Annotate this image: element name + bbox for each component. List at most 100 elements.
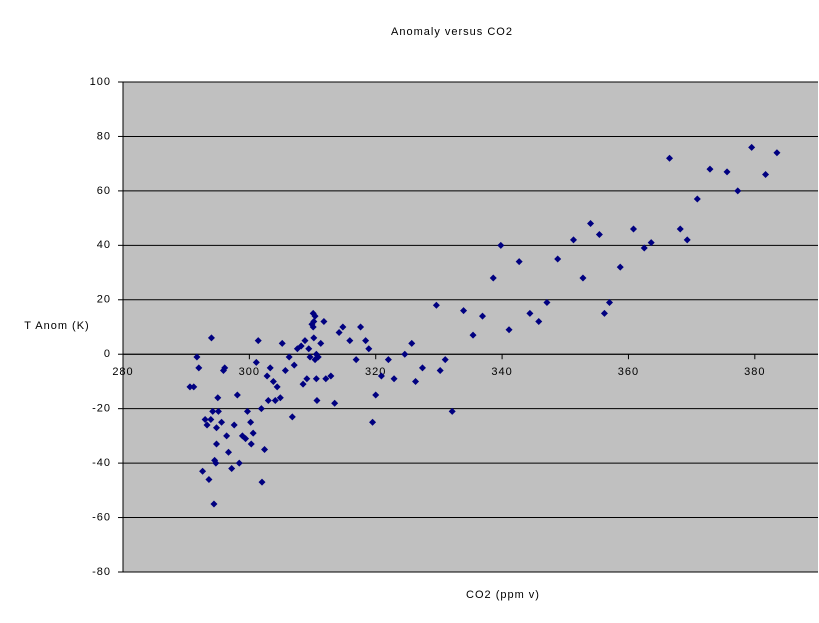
data-point: [432, 301, 440, 309]
data-point: [249, 429, 257, 437]
data-point: [666, 154, 674, 162]
data-point: [254, 337, 262, 345]
data-point: [489, 274, 497, 282]
data-point: [230, 421, 238, 429]
data-point: [497, 241, 505, 249]
data-point: [258, 478, 266, 486]
data-point: [209, 407, 217, 415]
data-point: [214, 407, 222, 415]
data-point: [535, 318, 543, 326]
data-point: [595, 230, 603, 238]
data-point: [693, 195, 701, 203]
data-point: [273, 383, 281, 391]
data-point: [264, 397, 272, 404]
data-point: [312, 375, 320, 383]
data-point: [261, 446, 269, 453]
y-tick-label: 60: [97, 185, 111, 197]
data-point: [320, 318, 328, 326]
x-tick-label: 340: [491, 366, 512, 378]
data-point: [278, 339, 286, 347]
data-point: [313, 397, 321, 404]
data-point: [297, 342, 305, 350]
data-point: [322, 375, 330, 383]
y-tick-label: -60: [92, 511, 111, 523]
data-point: [352, 356, 360, 364]
data-point: [301, 337, 309, 345]
data-point: [436, 367, 444, 375]
data-point: [441, 356, 449, 364]
data-point: [205, 475, 213, 483]
data-point: [281, 367, 289, 375]
data-point: [218, 418, 226, 426]
data-point: [418, 364, 426, 372]
data-point: [317, 339, 325, 347]
data-point: [369, 418, 377, 426]
data-point: [346, 337, 354, 345]
data-point: [310, 334, 318, 342]
data-point: [554, 255, 562, 263]
data-point: [448, 407, 456, 415]
data-point: [213, 424, 221, 432]
data-point: [773, 149, 781, 157]
data-point: [201, 416, 209, 424]
data-point: [271, 397, 279, 404]
x-tick-label: 380: [744, 366, 765, 378]
y-tick-label: 80: [97, 130, 111, 142]
data-point: [193, 353, 201, 361]
data-point: [543, 299, 551, 306]
data-point: [221, 364, 229, 372]
data-point: [365, 345, 373, 353]
data-point: [606, 299, 613, 306]
data-point: [526, 309, 534, 317]
x-tick-label: 300: [239, 366, 260, 378]
data-point: [212, 459, 220, 467]
data-point: [252, 358, 260, 366]
data-point: [285, 353, 293, 361]
data-point: [616, 263, 624, 271]
data-point: [327, 372, 335, 380]
plot-area: [123, 82, 818, 572]
data-point: [762, 171, 770, 179]
data-point: [199, 467, 207, 475]
data-point: [357, 323, 365, 331]
data-point: [600, 309, 608, 317]
data-point: [213, 440, 221, 448]
data-point: [269, 377, 277, 385]
data-point: [331, 399, 339, 407]
x-tick-label: 280: [112, 366, 133, 378]
data-point: [723, 168, 731, 176]
data-point: [683, 236, 691, 244]
data-point: [734, 187, 742, 195]
chart-title: Anomaly versus CO2: [391, 26, 513, 38]
data-point: [290, 361, 298, 369]
data-point: [306, 353, 314, 361]
data-point: [311, 312, 319, 320]
data-point: [195, 364, 203, 372]
data-point: [390, 375, 398, 383]
y-axis-label: T Anom (K): [24, 320, 89, 332]
data-point: [706, 165, 714, 173]
data-point: [460, 307, 468, 315]
data-point: [243, 407, 251, 415]
data-point: [257, 405, 265, 413]
data-point: [377, 372, 385, 380]
data-point: [579, 274, 587, 282]
data-point: [235, 459, 243, 467]
data-point: [242, 435, 250, 443]
data-point: [309, 323, 317, 331]
data-point: [214, 394, 222, 402]
data-point: [587, 220, 595, 228]
data-point: [207, 334, 215, 342]
data-point: [233, 391, 241, 399]
data-point: [384, 356, 392, 364]
data-point: [263, 372, 271, 380]
data-point: [203, 421, 211, 429]
data-point: [314, 353, 322, 361]
data-point: [276, 394, 284, 402]
data-point: [228, 465, 236, 473]
data-point: [247, 440, 255, 448]
data-point: [647, 239, 655, 247]
data-point: [207, 416, 215, 424]
y-tick-label: 0: [104, 348, 111, 360]
